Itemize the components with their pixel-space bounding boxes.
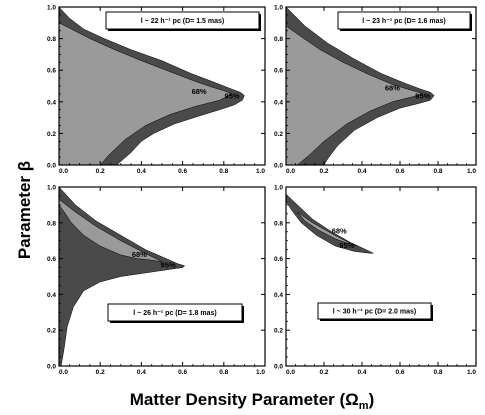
y-tick-label: 1.0 [274,5,283,12]
y-tick-label: 1.0 [274,185,283,192]
x-tick-label: 0.4 [357,369,366,376]
confidence-label-95: 95% [339,241,354,250]
x-tick-label: 0.2 [319,168,328,175]
y-tick-label: 0.4 [274,292,283,299]
x-tick-label: 0.0 [59,168,68,175]
x-tick-label: 0.8 [219,168,228,175]
x-tick-label: 0.8 [219,369,228,376]
confidence-label-68: 68% [132,250,147,259]
x-tick-label: 1.0 [467,168,476,175]
region-68-percent [59,22,233,165]
x-tick-label: 1.0 [256,168,265,175]
y-tick-label: 0.2 [47,131,56,138]
confidence-regions [59,7,245,165]
y-tick-label: 0.0 [274,364,283,371]
y-tick-label: 0.0 [47,364,56,371]
y-tick-label: 0.4 [47,99,56,106]
title-box [317,302,432,320]
panel-bottom-right: 0.0 0.2 0.4 0.6 0.8 1.0 0.0 0.2 0.4 0.6 0.8 1.0 l ~ … [274,185,477,376]
y-tick-label: 0.2 [274,131,283,138]
y-tick-label: 0.8 [47,36,56,43]
y-tick-label: 1.0 [47,5,56,12]
y-tick-label: 0.6 [274,256,283,263]
confidence-label-95: 95% [225,92,240,101]
x-tick-label: 0.2 [319,369,328,376]
confidence-label-95: 95% [415,92,430,101]
y-tick-label: 0.8 [274,220,283,227]
x-axis-title-close: ) [369,390,375,409]
y-tick-label: 0.0 [274,163,283,170]
x-tick-label: 0.4 [357,168,366,175]
x-axis-title-main: Matter Density Parameter (Ω [130,390,359,409]
x-tick-label: 1.0 [256,369,265,376]
confidence-regions [286,7,435,165]
y-tick-label: 0.6 [47,256,56,263]
title-box [105,11,260,30]
plot-background [286,187,476,366]
confidence-regions [286,193,374,254]
panel-title: l ~ 23 h⁻¹ pc (D= 1.6 mas) [362,18,445,25]
y-tick-label: 0.4 [274,99,283,106]
title-box [337,11,471,30]
x-tick-label: 0.8 [433,168,442,175]
x-tick-label: 0.6 [178,369,187,376]
region-68-percent [286,25,424,165]
x-tick-label: 0.4 [137,168,146,175]
panels-container: 0.0 0.2 0.4 0.6 0.8 1.0 0.0 0.2 0.4 0.6 0.8 1.0 l ~ … [47,5,477,376]
x-tick-label: 0.6 [395,369,404,376]
y-tick-label: 0.4 [47,292,56,299]
x-axis-title-subscript: m [359,400,369,412]
y-tick-label: 0.2 [274,328,283,335]
region-95-percent [286,193,374,254]
confidence-regions [59,187,186,366]
x-tick-label: 0.0 [59,369,68,376]
x-tick-label: 0.4 [137,369,146,376]
y-tick-label: 0.0 [47,163,56,170]
panel-bottom-left: 0.0 0.2 0.4 0.6 0.8 1.0 0.0 0.2 0.4 0.6 0.8 1.0 l ~ … [47,185,266,376]
x-tick-label: 0.2 [96,369,105,376]
panel-top-right: 0.0 0.2 0.4 0.6 0.8 1.0 0.0 0.2 0.4 0.6 0.8 1.0 l ~ … [274,5,477,175]
x-tick-label: 0.8 [433,369,442,376]
x-axis-title: Matter Density Parameter (Ωm) [130,390,375,412]
y-tick-label: 0.2 [47,328,56,335]
y-tick-label: 0.6 [47,68,56,75]
x-tick-label: 0.2 [96,168,105,175]
x-tick-label: 0.6 [178,168,187,175]
x-tick-label: 0.0 [286,369,295,376]
panel-top-left: 0.0 0.2 0.4 0.6 0.8 1.0 0.0 0.2 0.4 0.6 0.8 1.0 l ~ … [47,5,266,175]
y-tick-label: 0.8 [47,220,56,227]
x-tick-label: 0.0 [286,168,295,175]
confidence-label-68: 68% [385,84,400,93]
confidence-label-68: 68% [332,227,347,236]
panel-title: l ~ 30 h⁻¹ pc (D= 2.0 mas) [333,309,416,316]
panel-title: l ~ 26 h⁻¹ pc (D= 1.8 mas) [133,310,216,317]
y-tick-label: 0.6 [274,68,283,75]
y-tick-label: 0.8 [274,36,283,43]
panel-title: l ~ 22 h⁻¹ pc (D= 1.5 mas) [141,18,224,25]
confidence-label-95: 95% [161,261,176,270]
region-68-percent [297,211,359,247]
x-tick-label: 1.0 [467,369,476,376]
title-box [107,303,243,322]
region-68-percent [59,199,163,263]
confidence-label-68: 68% [192,87,207,96]
x-tick-label: 0.6 [395,168,404,175]
y-axis-title: Parameter β [15,161,34,259]
y-tick-label: 1.0 [47,185,56,192]
